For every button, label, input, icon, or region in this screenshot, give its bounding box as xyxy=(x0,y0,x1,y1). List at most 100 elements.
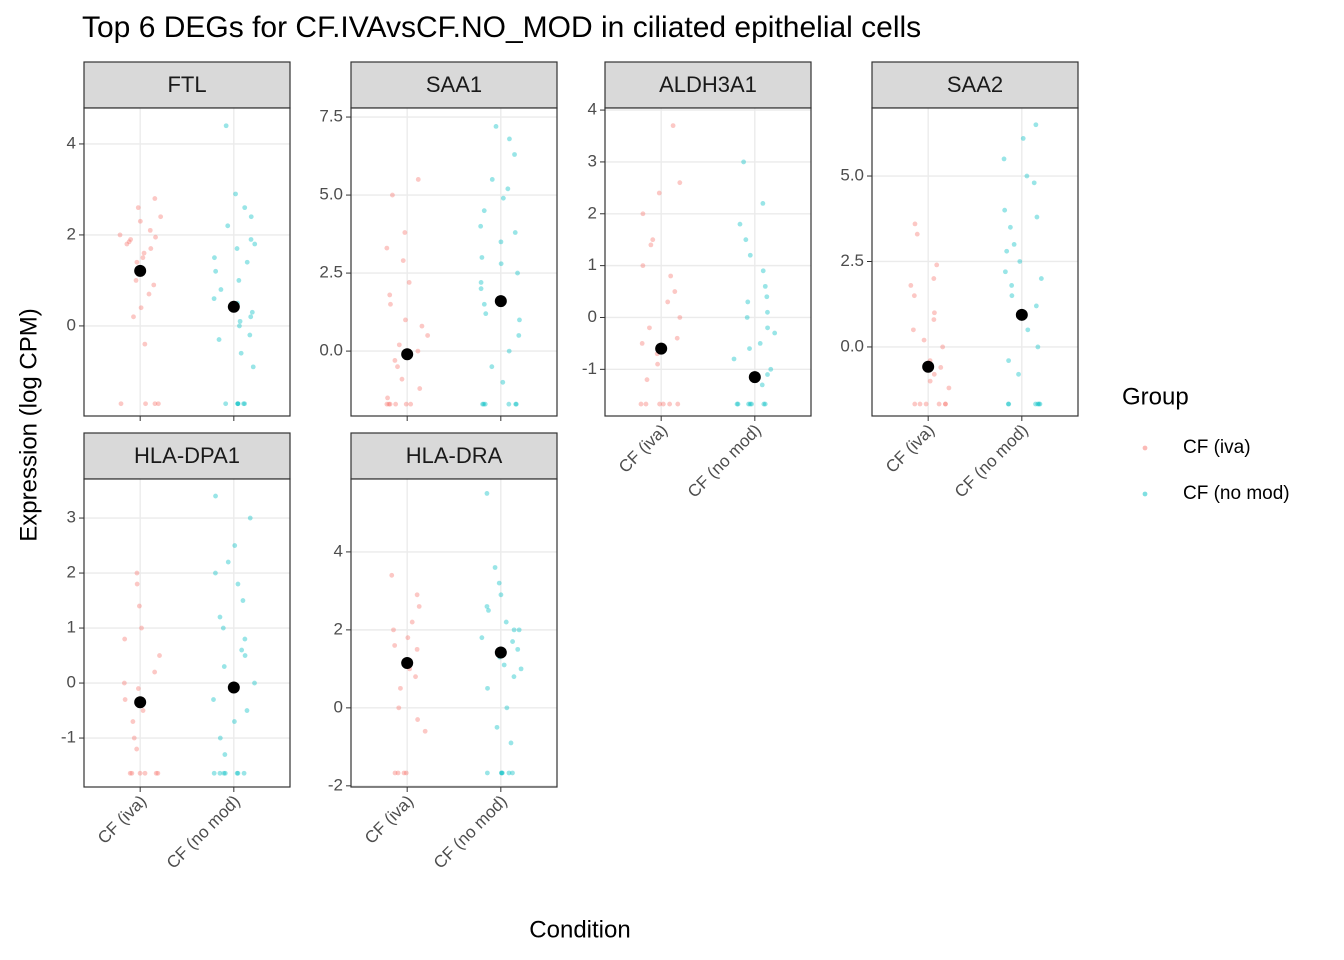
data-point xyxy=(480,401,485,407)
data-point xyxy=(395,364,400,370)
data-point xyxy=(392,358,398,363)
data-point xyxy=(152,669,158,675)
data-point xyxy=(923,401,929,407)
data-point xyxy=(220,625,226,631)
data-point xyxy=(942,401,948,407)
y-tick-label: 0.0 xyxy=(319,341,343,360)
legend-marker xyxy=(1142,491,1148,497)
x-tick-label: CF (iva) xyxy=(615,421,671,477)
data-point xyxy=(508,740,514,746)
y-tick-label: 7.5 xyxy=(319,107,343,126)
data-point xyxy=(737,221,743,227)
data-point xyxy=(483,311,489,317)
data-point xyxy=(248,237,254,242)
data-point xyxy=(131,314,136,320)
data-point xyxy=(934,262,940,268)
y-tick-label: 2 xyxy=(334,619,343,638)
data-point xyxy=(157,653,162,658)
y-tick-label: 2 xyxy=(67,224,76,243)
data-point xyxy=(153,234,158,240)
data-point xyxy=(741,159,747,165)
data-point xyxy=(1036,401,1042,407)
data-point xyxy=(415,177,421,182)
data-point xyxy=(745,299,751,305)
data-point xyxy=(234,246,240,251)
y-tick-label: 2.5 xyxy=(319,263,343,282)
data-point xyxy=(425,333,431,338)
data-point xyxy=(1009,283,1015,288)
data-point xyxy=(1002,207,1008,213)
data-point xyxy=(140,255,146,261)
data-point xyxy=(511,627,517,633)
y-tick-label: 5.0 xyxy=(840,166,864,185)
data-point xyxy=(478,286,484,292)
data-point xyxy=(765,372,770,377)
data-point xyxy=(417,386,423,391)
data-point xyxy=(241,770,247,776)
panel-background xyxy=(351,479,557,787)
data-point xyxy=(650,237,656,243)
data-point xyxy=(122,697,128,702)
data-point xyxy=(1002,269,1008,275)
y-tick-label: 0.0 xyxy=(840,336,864,355)
data-point xyxy=(510,770,515,776)
data-point xyxy=(1034,214,1040,220)
data-point xyxy=(484,604,490,609)
x-tick-label: CF (iva) xyxy=(361,792,417,848)
data-point xyxy=(413,674,418,680)
data-point xyxy=(498,239,504,245)
data-point xyxy=(416,604,422,609)
data-point xyxy=(130,719,136,724)
strip-label: SAA2 xyxy=(947,72,1003,97)
panel-border xyxy=(350,478,558,788)
data-point xyxy=(414,592,420,598)
data-point xyxy=(152,401,158,407)
data-point xyxy=(921,337,927,343)
data-point xyxy=(500,379,506,385)
data-point xyxy=(217,770,223,776)
data-point xyxy=(248,214,254,220)
data-point xyxy=(478,280,484,285)
data-point xyxy=(943,401,948,407)
data-point xyxy=(406,280,412,285)
data-point xyxy=(148,246,154,251)
data-point xyxy=(677,315,683,320)
data-point xyxy=(1006,401,1012,407)
data-point xyxy=(764,294,770,300)
data-point xyxy=(252,241,258,247)
mean-point xyxy=(922,360,935,373)
data-point xyxy=(133,278,139,283)
data-point xyxy=(498,770,504,776)
data-point xyxy=(134,746,140,752)
data-point xyxy=(244,259,250,265)
data-point xyxy=(516,627,522,633)
data-point xyxy=(238,350,244,356)
data-point xyxy=(499,770,505,776)
mean-point xyxy=(227,300,240,313)
data-point xyxy=(127,770,133,776)
panel-background xyxy=(84,108,290,416)
mean-point xyxy=(494,295,507,308)
data-point xyxy=(221,770,227,776)
data-point xyxy=(672,289,678,294)
data-point xyxy=(931,276,937,281)
data-point xyxy=(735,401,741,407)
data-point xyxy=(1016,371,1021,377)
data-point xyxy=(158,214,164,220)
data-point xyxy=(240,598,246,603)
x-tick-label: CF (no mod) xyxy=(430,792,511,873)
data-point xyxy=(500,195,506,201)
data-point xyxy=(482,401,488,407)
data-point xyxy=(512,230,518,235)
data-point xyxy=(757,341,763,346)
data-point xyxy=(235,581,241,587)
data-point xyxy=(638,401,644,407)
data-point xyxy=(640,263,646,269)
data-point xyxy=(405,635,411,641)
data-point xyxy=(234,770,240,776)
data-point xyxy=(911,293,917,299)
data-point xyxy=(668,273,674,279)
mean-point xyxy=(227,681,240,694)
data-point xyxy=(242,401,247,407)
data-point xyxy=(516,333,522,338)
